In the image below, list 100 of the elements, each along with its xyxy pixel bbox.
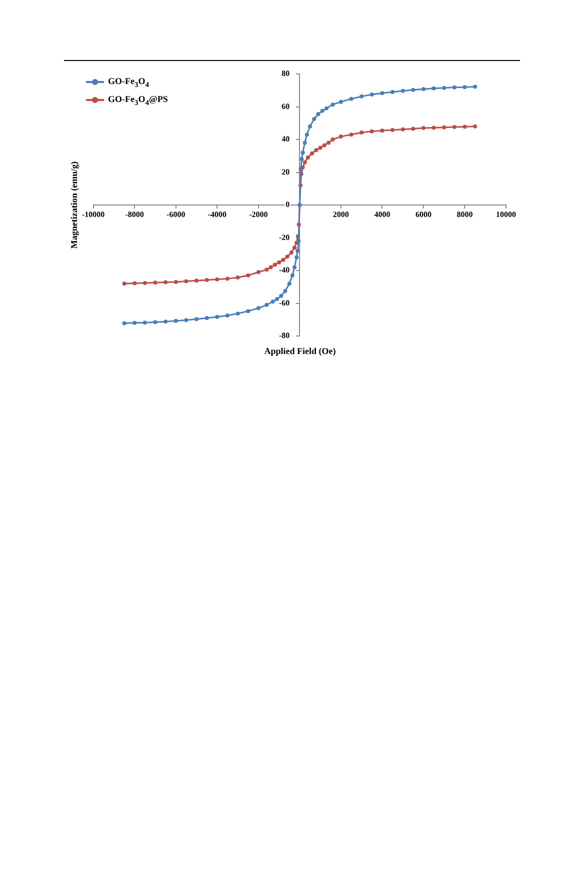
point xyxy=(473,84,478,89)
point xyxy=(318,146,322,150)
point xyxy=(442,86,446,90)
point xyxy=(338,100,343,104)
point xyxy=(349,132,354,137)
point xyxy=(338,134,343,139)
point xyxy=(225,276,230,281)
point xyxy=(421,87,426,92)
point xyxy=(360,130,364,134)
x-tick-label: -8000 xyxy=(125,210,144,219)
y-tick-label: 40 xyxy=(282,134,290,144)
point xyxy=(132,281,137,286)
point xyxy=(462,124,467,129)
point xyxy=(294,255,299,260)
point xyxy=(302,160,307,164)
point xyxy=(442,125,446,130)
y-tick-label: -20 xyxy=(278,232,290,242)
point xyxy=(281,258,286,262)
point xyxy=(285,254,290,259)
point xyxy=(122,282,126,286)
point xyxy=(452,125,456,130)
point xyxy=(142,320,147,325)
y-axis-title: Magnetization (emu/g) xyxy=(69,161,79,249)
point xyxy=(400,127,405,132)
point xyxy=(360,94,364,98)
point xyxy=(153,320,158,324)
point xyxy=(308,124,312,128)
point xyxy=(204,316,209,320)
point xyxy=(432,126,436,130)
x-tick-label: 8000 xyxy=(456,210,473,219)
y-tick-label: 60 xyxy=(282,102,290,111)
point xyxy=(194,278,198,283)
point xyxy=(292,246,297,250)
point xyxy=(204,278,209,282)
point xyxy=(225,314,230,318)
point xyxy=(380,91,384,96)
point xyxy=(256,306,260,310)
point xyxy=(289,250,294,254)
point xyxy=(326,140,331,145)
point xyxy=(279,294,284,298)
point xyxy=(274,297,279,302)
x-tick-label: -6000 xyxy=(166,210,186,219)
point xyxy=(236,312,240,316)
point xyxy=(164,320,168,324)
point xyxy=(370,129,374,134)
point xyxy=(324,106,328,110)
point xyxy=(310,151,314,156)
point xyxy=(314,148,318,152)
point xyxy=(246,273,250,278)
point xyxy=(264,268,269,272)
point xyxy=(380,128,384,133)
x-tick-label: -10000 xyxy=(82,210,105,219)
point xyxy=(432,86,436,90)
x-tick-label: -2000 xyxy=(249,210,268,219)
point xyxy=(330,138,335,142)
x-tick-label: 2000 xyxy=(332,210,349,219)
x-tick-label: 4000 xyxy=(374,210,390,219)
point xyxy=(390,128,395,132)
point xyxy=(264,302,269,307)
point xyxy=(283,288,288,293)
point xyxy=(390,90,395,94)
point xyxy=(411,126,416,131)
point xyxy=(256,270,260,274)
point xyxy=(312,117,316,122)
point xyxy=(322,143,326,148)
point xyxy=(236,276,240,280)
point xyxy=(452,85,456,90)
x-tick-label: 10000 xyxy=(496,210,516,219)
point xyxy=(400,88,405,93)
y-tick-label: 80 xyxy=(282,69,290,78)
point xyxy=(300,150,305,155)
point xyxy=(277,260,282,264)
point xyxy=(194,317,198,322)
point xyxy=(153,280,158,285)
point xyxy=(462,85,467,90)
x-axis-title: Applied Field (Oe) xyxy=(263,346,337,356)
point xyxy=(411,88,416,92)
x-tick-label: -4000 xyxy=(208,210,226,219)
point xyxy=(370,92,374,96)
point xyxy=(304,132,309,137)
y-tick-label: -60 xyxy=(278,298,290,308)
point xyxy=(300,157,304,162)
point xyxy=(132,320,137,325)
legend-label: GO-Fe$_{3}$O$_{4}$ xyxy=(108,76,150,89)
y-tick-label: -40 xyxy=(278,266,290,275)
point xyxy=(316,112,320,116)
point xyxy=(270,300,275,304)
x-tick-label: 6000 xyxy=(415,210,432,219)
y-tick-label: 0 xyxy=(286,200,290,210)
point xyxy=(174,318,178,323)
point xyxy=(349,96,354,101)
y-tick-label: 20 xyxy=(282,167,290,176)
point xyxy=(184,279,188,284)
legend-label: GO-Fe$_{3}$O$_{4}$@PS xyxy=(108,94,168,107)
point xyxy=(306,156,310,160)
point xyxy=(292,265,297,270)
point xyxy=(142,280,147,285)
point xyxy=(246,309,250,314)
point xyxy=(330,102,335,107)
point xyxy=(174,280,178,284)
